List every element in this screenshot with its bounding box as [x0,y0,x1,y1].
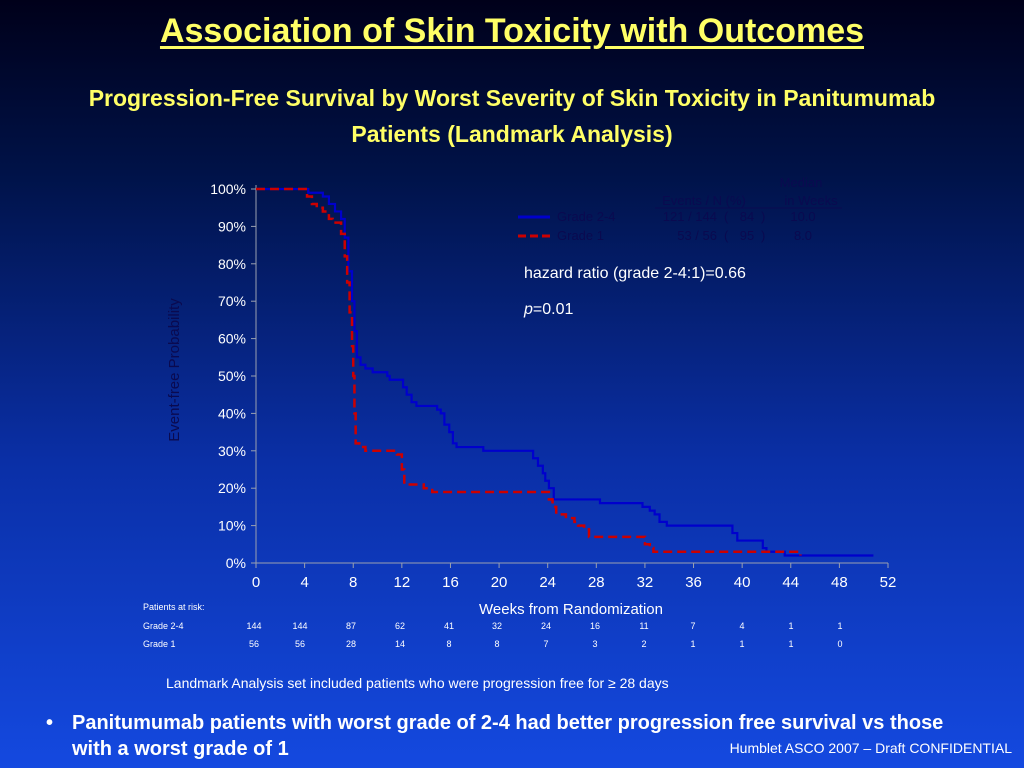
footer-credit: Humblet ASCO 2007 – Draft CONFIDENTIAL [729,740,1012,756]
risk-cell: 11 [639,621,648,631]
legend-pct: 84 [740,209,754,224]
risk-cell: 41 [444,621,454,631]
risk-cell: 16 [590,621,600,631]
risk-cell: 24 [541,621,551,631]
risk-cell: 8 [494,639,499,649]
risk-cell: 1 [788,621,793,631]
y-tick-label: 100% [210,181,246,197]
risk-cell: 3 [592,639,597,649]
hazard-ratio-text: hazard ratio (grade 2-4:1)=0.66 [524,265,746,282]
slide-subtitle: Progression-Free Survival by Worst Sever… [88,85,936,147]
legend-pct: 95 [740,228,754,243]
y-tick-label: 80% [218,256,246,272]
p-value-text: p=0.01 [523,301,573,318]
x-tick-label: 4 [300,574,308,591]
legend-series-name: Grade 1 [557,228,604,243]
series-grade-1-line [256,187,802,556]
risk-cell: 32 [492,621,502,631]
y-tick-label: 60% [218,331,246,347]
series-grade-2-4-line [256,187,874,557]
legend-events-header: Events / N (%) [662,193,746,208]
y-tick-label: 10% [218,518,246,534]
legend-events: 121 / 144 [663,209,717,224]
risk-cell: 8 [446,639,451,649]
y-tick-label: 40% [218,405,246,421]
risk-cell: 0 [837,639,842,649]
bullet-icon: • [46,712,54,734]
legend-median: 8.0 [794,228,812,243]
legend-pct-open: ( [724,209,729,224]
risk-row-name: Grade 1 [143,639,176,649]
legend-median: 10.0 [790,209,815,224]
x-tick-label: 40 [734,574,751,591]
x-tick-label: 52 [880,574,897,591]
x-tick-label: 12 [394,574,411,591]
risk-cell: 7 [690,621,695,631]
legend-median-header-2: in Weeks [784,193,838,208]
x-tick-label: 36 [685,574,702,591]
risk-row-name: Grade 2-4 [143,621,184,631]
x-axis-label: Weeks from Randomization [479,601,663,618]
risk-cell: 56 [295,639,305,649]
risk-cell: 2 [641,639,646,649]
y-tick-label: 90% [218,218,246,234]
landmark-note: Landmark Analysis set included patients … [166,675,669,691]
legend-events: 53 / 56 [677,228,717,243]
risk-cell: 1 [690,639,695,649]
legend-median-header: Median [780,175,823,190]
legend-pct-close: ) [761,228,765,243]
x-tick-label: 8 [349,574,357,591]
risk-table-label: Patients at risk: [143,602,205,612]
x-tick-label: 16 [442,574,459,591]
risk-cell: 144 [292,621,307,631]
bullet-text: Panitumumab patients with worst grade of… [72,712,944,760]
risk-cell: 1 [837,621,842,631]
legend-series-name: Grade 2-4 [557,209,616,224]
risk-cell: 56 [249,639,259,649]
x-tick-label: 28 [588,574,605,591]
risk-cell: 28 [346,639,356,649]
risk-cell: 1 [788,639,793,649]
risk-cell: 14 [395,639,405,649]
x-tick-label: 0 [252,574,260,591]
y-axis-label: Event-free Probability [166,298,183,442]
risk-cell: 1 [739,639,744,649]
slide-title: Association of Skin Toxicity with Outcom… [159,12,865,50]
legend-pct-close: ) [761,209,765,224]
p-value-number: =0.01 [533,301,574,318]
y-tick-label: 50% [218,368,246,384]
x-tick-label: 44 [782,574,799,591]
y-tick-label: 20% [218,480,246,496]
risk-cell: 4 [739,621,744,631]
x-tick-label: 48 [831,574,848,591]
y-tick-label: 70% [218,293,246,309]
risk-cell: 144 [246,621,261,631]
risk-cell: 62 [395,621,405,631]
x-tick-label: 20 [491,574,508,591]
x-tick-label: 24 [539,574,556,591]
risk-cell: 7 [543,639,548,649]
x-tick-label: 32 [637,574,654,591]
y-tick-label: 30% [218,443,246,459]
y-tick-label: 0% [226,555,246,571]
risk-cell: 87 [346,621,356,631]
p-value-label: p [523,301,533,318]
legend-pct-open: ( [724,228,729,243]
